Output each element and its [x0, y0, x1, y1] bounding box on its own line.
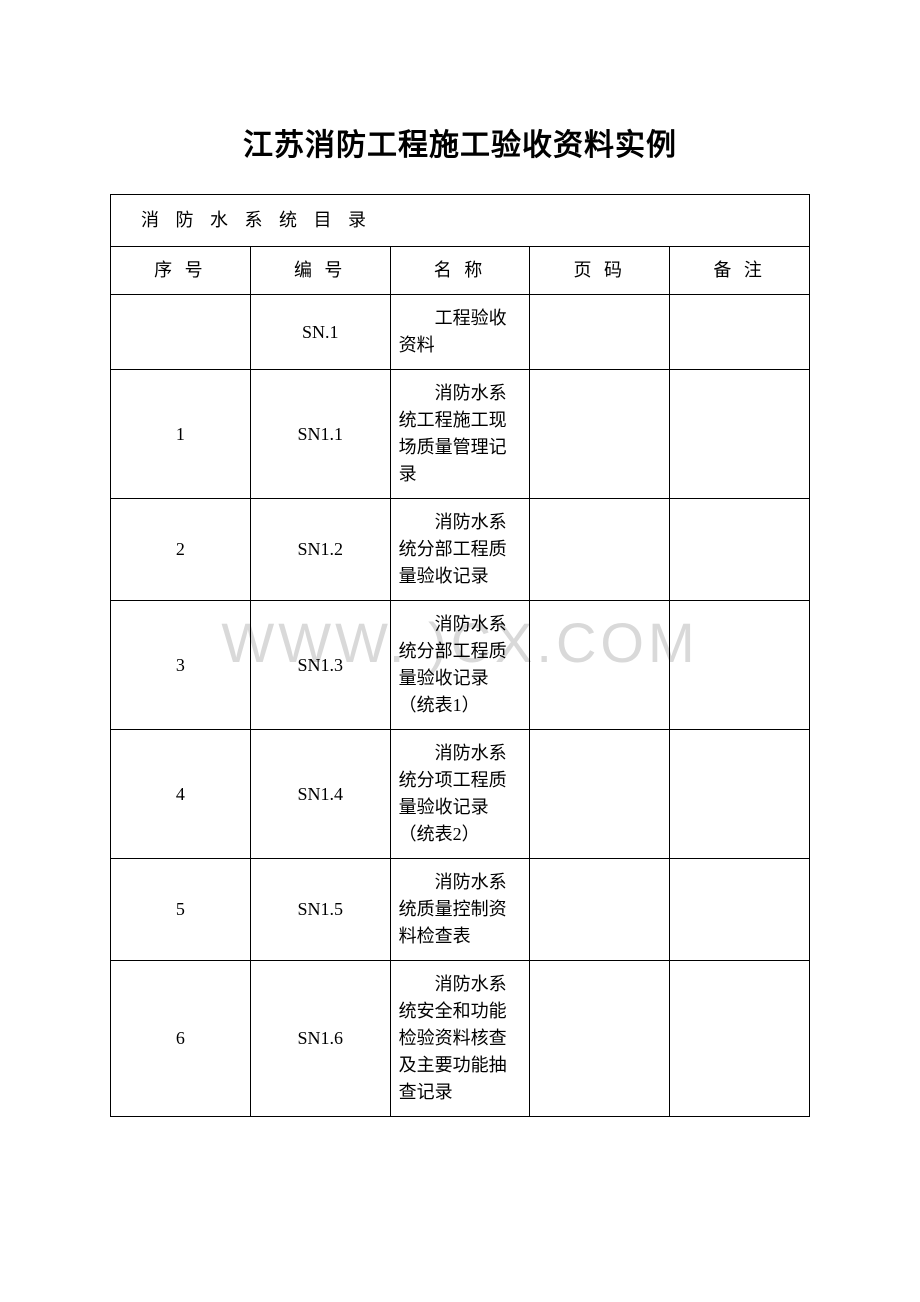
- table-row: 5 SN1.5 消防水系统质量控制资料检查表: [111, 859, 810, 961]
- cell-remark: [670, 499, 810, 601]
- table-row: 1 SN1.1 消防水系统工程施工现场质量管理记录: [111, 370, 810, 499]
- cell-remark: [670, 370, 810, 499]
- table-row: 2 SN1.2 消防水系统分部工程质量验收记录: [111, 499, 810, 601]
- cell-seq: 1: [111, 370, 251, 499]
- cell-code: SN.1: [250, 295, 390, 370]
- cell-page: [530, 370, 670, 499]
- cell-page: [530, 601, 670, 730]
- section-title-row: 消 防 水 系 统 目 录: [111, 195, 810, 247]
- cell-page: [530, 499, 670, 601]
- cell-code: SN1.4: [250, 730, 390, 859]
- table-row: 4 SN1.4 消防水系统分项工程质量验收记录（统表2）: [111, 730, 810, 859]
- table-header-row: 序 号 编 号 名 称 页 码 备 注: [111, 247, 810, 295]
- cell-name: 消防水系统分部工程质量验收记录（统表1）: [399, 611, 522, 719]
- cell-code: SN1.1: [250, 370, 390, 499]
- cell-name: 消防水系统安全和功能检验资料核查及主要功能抽查记录: [399, 971, 522, 1106]
- cell-name: 消防水系统质量控制资料检查表: [399, 869, 522, 950]
- cell-code: SN1.3: [250, 601, 390, 730]
- cell-name: 工程验收资料: [399, 305, 522, 359]
- header-page: 页 码: [530, 247, 670, 295]
- cell-seq: 6: [111, 961, 251, 1117]
- cell-remark: [670, 601, 810, 730]
- header-remark: 备 注: [670, 247, 810, 295]
- cell-seq: 2: [111, 499, 251, 601]
- cell-page: [530, 730, 670, 859]
- catalog-table: 消 防 水 系 统 目 录 序 号 编 号 名 称 页 码 备 注 SN.1 工…: [110, 194, 810, 1117]
- section-title-cell: 消 防 水 系 统 目 录: [111, 195, 810, 247]
- page-content: 江苏消防工程施工验收资料实例 消 防 水 系 统 目 录 序 号 编 号 名 称…: [110, 120, 810, 1117]
- cell-remark: [670, 859, 810, 961]
- page-title: 江苏消防工程施工验收资料实例: [110, 120, 810, 164]
- cell-seq: [111, 295, 251, 370]
- cell-name: 消防水系统分部工程质量验收记录: [399, 509, 522, 590]
- cell-name: 消防水系统工程施工现场质量管理记录: [399, 380, 522, 488]
- cell-page: [530, 859, 670, 961]
- table-row: 6 SN1.6 消防水系统安全和功能检验资料核查及主要功能抽查记录: [111, 961, 810, 1117]
- table-row: 3 SN1.3 消防水系统分部工程质量验收记录（统表1）: [111, 601, 810, 730]
- cell-name: 消防水系统分项工程质量验收记录（统表2）: [399, 740, 522, 848]
- cell-remark: [670, 295, 810, 370]
- cell-seq: 4: [111, 730, 251, 859]
- header-code: 编 号: [250, 247, 390, 295]
- cell-page: [530, 961, 670, 1117]
- header-seq: 序 号: [111, 247, 251, 295]
- cell-code: SN1.2: [250, 499, 390, 601]
- cell-seq: 5: [111, 859, 251, 961]
- cell-remark: [670, 730, 810, 859]
- header-name: 名 称: [390, 247, 530, 295]
- cell-remark: [670, 961, 810, 1117]
- cell-code: SN1.6: [250, 961, 390, 1117]
- table-row: SN.1 工程验收资料: [111, 295, 810, 370]
- cell-code: SN1.5: [250, 859, 390, 961]
- cell-seq: 3: [111, 601, 251, 730]
- cell-page: [530, 295, 670, 370]
